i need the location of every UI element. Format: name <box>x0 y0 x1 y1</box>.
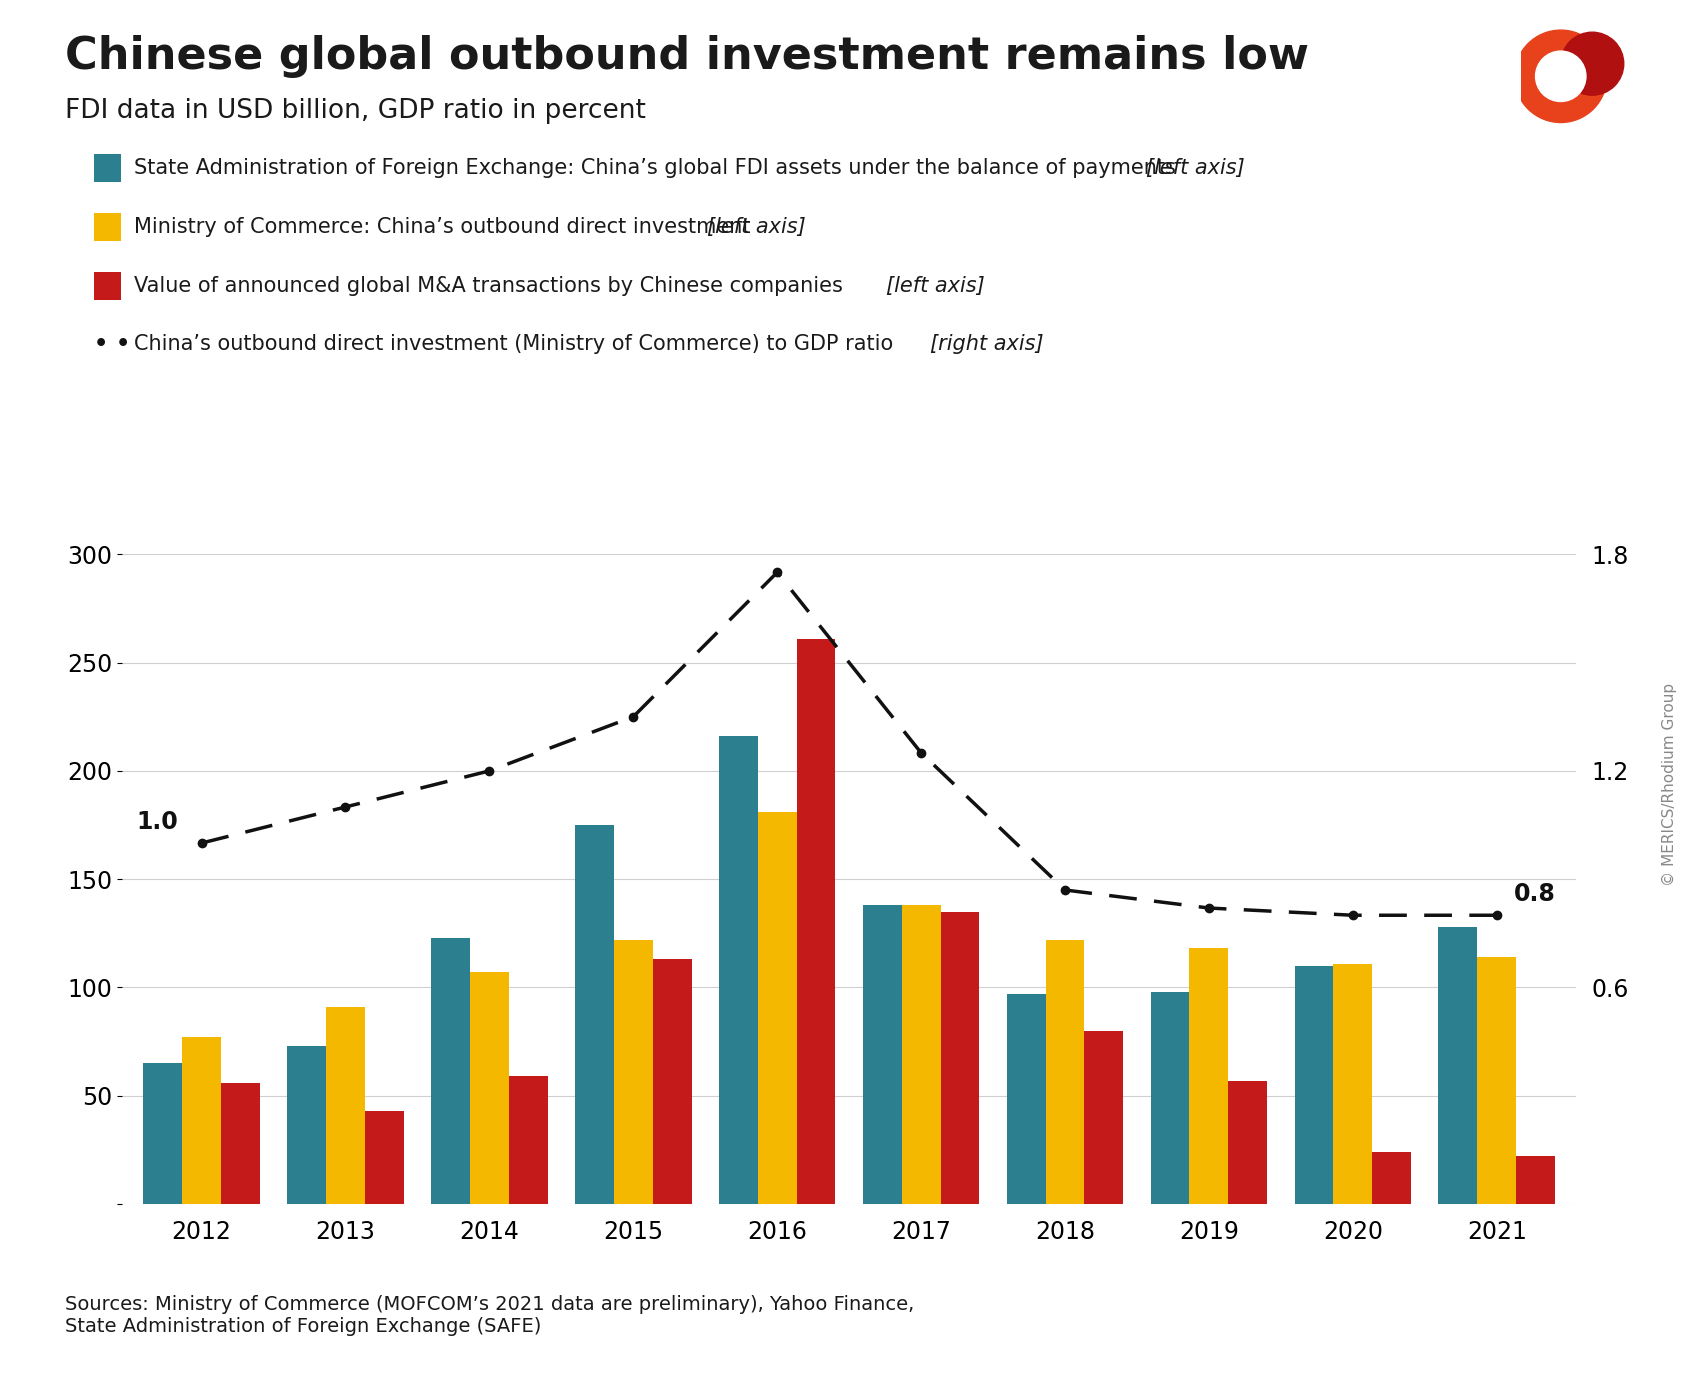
Bar <box>1229 1081 1266 1204</box>
Bar <box>1151 991 1190 1204</box>
Bar <box>366 1110 403 1204</box>
Bar <box>614 939 653 1204</box>
Circle shape <box>1535 50 1586 102</box>
Text: [left axis]: [left axis] <box>886 276 984 295</box>
Bar <box>797 638 835 1204</box>
Text: Value of announced global M&A transactions by Chinese companies: Value of announced global M&A transactio… <box>134 276 850 295</box>
Bar <box>653 959 692 1204</box>
Bar <box>1190 948 1229 1204</box>
Bar <box>287 1046 326 1204</box>
Bar <box>326 1007 366 1204</box>
Bar <box>758 812 797 1204</box>
Bar <box>1046 939 1085 1204</box>
Text: © MERICS/Rhodium Group: © MERICS/Rhodium Group <box>1663 682 1676 886</box>
Bar <box>864 906 901 1204</box>
Bar <box>432 938 469 1204</box>
Bar <box>1333 963 1372 1204</box>
Bar <box>143 1063 182 1204</box>
Text: 0.8: 0.8 <box>1515 882 1556 906</box>
Bar <box>1006 994 1046 1204</box>
Circle shape <box>1561 32 1624 95</box>
Bar <box>575 825 614 1204</box>
Text: • •: • • <box>94 335 129 354</box>
Bar <box>508 1077 547 1204</box>
Text: 1.0: 1.0 <box>136 809 178 833</box>
Bar <box>940 911 979 1204</box>
Text: Sources: Ministry of Commerce (MOFCOM’s 2021 data are preliminary), Yahoo Financ: Sources: Ministry of Commerce (MOFCOM’s … <box>65 1295 915 1336</box>
Bar <box>1295 966 1333 1204</box>
Circle shape <box>1515 29 1606 123</box>
Bar <box>221 1082 260 1204</box>
Bar <box>1085 1030 1124 1204</box>
Bar <box>182 1037 221 1204</box>
Text: China’s outbound direct investment (Ministry of Commerce) to GDP ratio: China’s outbound direct investment (Mini… <box>134 335 901 354</box>
Text: State Administration of Foreign Exchange: China’s global FDI assets under the ba: State Administration of Foreign Exchange… <box>134 158 1183 178</box>
Bar <box>1516 1156 1556 1204</box>
Bar <box>719 736 758 1204</box>
Text: Chinese global outbound investment remains low: Chinese global outbound investment remai… <box>65 35 1309 78</box>
Bar <box>1438 927 1477 1204</box>
Text: FDI data in USD billion, GDP ratio in percent: FDI data in USD billion, GDP ratio in pe… <box>65 98 646 125</box>
Bar <box>1477 958 1516 1204</box>
Bar <box>469 972 508 1204</box>
Text: [left axis]: [left axis] <box>707 217 806 237</box>
Text: Ministry of Commerce: China’s outbound direct investment: Ministry of Commerce: China’s outbound d… <box>134 217 758 237</box>
Text: [right axis]: [right axis] <box>930 335 1044 354</box>
Bar <box>901 906 940 1204</box>
Bar <box>1372 1152 1411 1204</box>
Text: [left axis]: [left axis] <box>1146 158 1244 178</box>
